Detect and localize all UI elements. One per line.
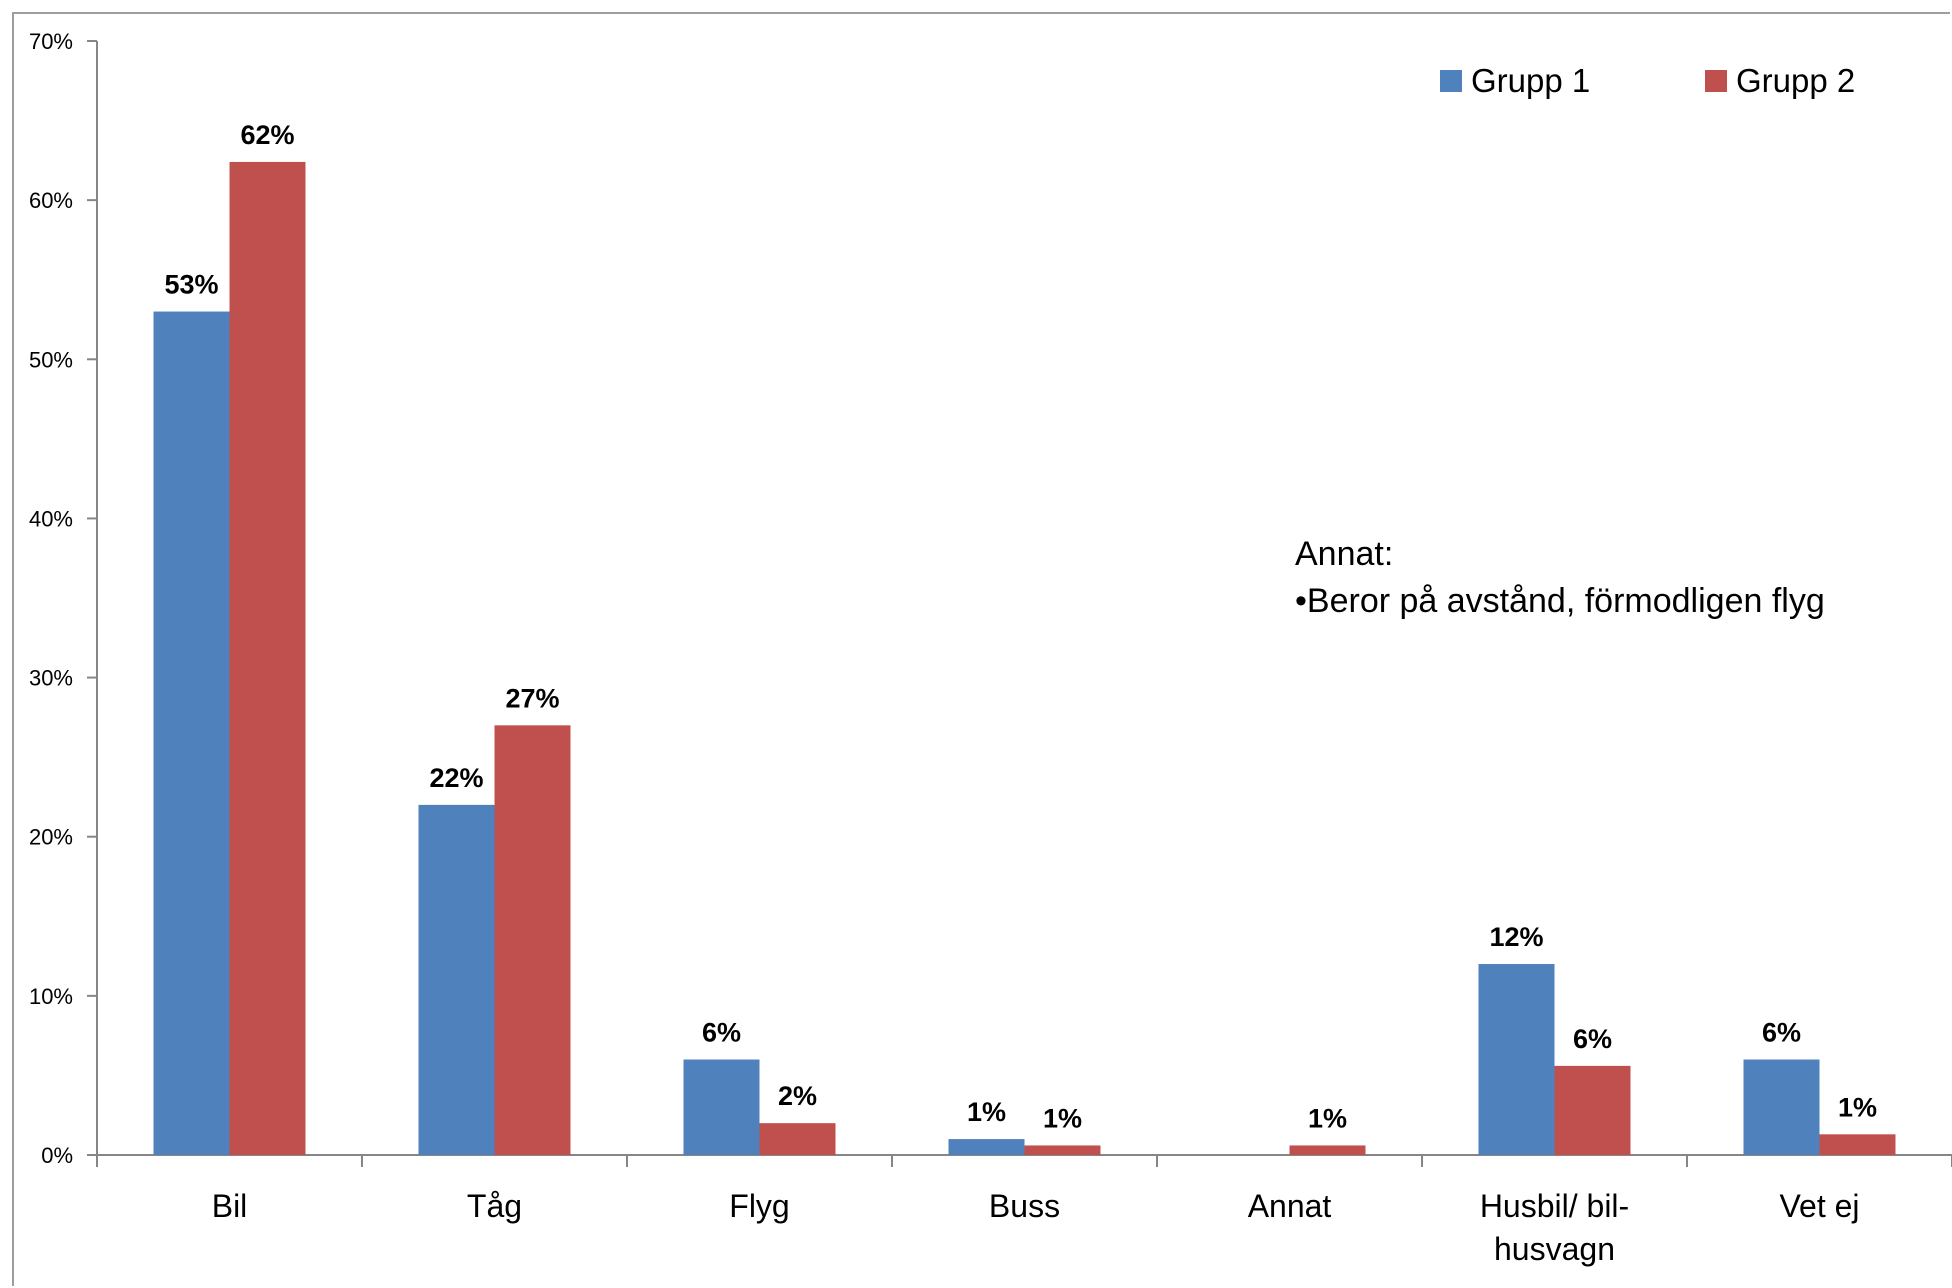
data-label: 12% bbox=[1489, 922, 1543, 952]
x-category-label: Buss bbox=[989, 1188, 1060, 1224]
annotation-title: Annat: bbox=[1295, 535, 1393, 573]
data-label: 22% bbox=[429, 763, 483, 793]
data-label: 62% bbox=[240, 120, 294, 150]
bar bbox=[1289, 1145, 1366, 1155]
bar bbox=[1478, 964, 1555, 1155]
y-tick-label: 30% bbox=[29, 666, 73, 691]
data-label: 6% bbox=[702, 1018, 741, 1048]
data-label: 1% bbox=[1308, 1103, 1347, 1133]
y-tick-label: 0% bbox=[41, 1143, 73, 1168]
data-label: 1% bbox=[1838, 1092, 1877, 1122]
y-tick-label: 70% bbox=[29, 29, 73, 54]
bar bbox=[1743, 1059, 1820, 1155]
bar bbox=[1554, 1065, 1631, 1155]
x-category-label: Vet ej bbox=[1779, 1188, 1859, 1224]
x-category-label: Flyg bbox=[729, 1188, 789, 1224]
bar bbox=[494, 725, 571, 1155]
legend-label: Grupp 1 bbox=[1471, 62, 1590, 99]
bar bbox=[1819, 1134, 1896, 1155]
legend-swatch bbox=[1440, 70, 1462, 92]
data-label: 1% bbox=[967, 1097, 1006, 1127]
data-label: 27% bbox=[505, 683, 559, 713]
x-category-label: Tåg bbox=[467, 1188, 522, 1224]
chart-frame bbox=[12, 12, 1950, 1286]
bar bbox=[418, 804, 495, 1155]
x-category-label: Annat bbox=[1248, 1188, 1332, 1224]
bar bbox=[153, 311, 230, 1155]
bar bbox=[759, 1123, 836, 1155]
legend: Grupp 1 Grupp 2 bbox=[1440, 62, 1855, 99]
data-label: 6% bbox=[1762, 1018, 1801, 1048]
annotation-note: •Beror på avstånd, förmodligen flyg bbox=[1295, 582, 1825, 620]
legend-label: Grupp 2 bbox=[1736, 62, 1855, 99]
x-category-label: Husbil/ bil- bbox=[1480, 1188, 1629, 1224]
legend-swatch bbox=[1705, 70, 1727, 92]
x-category-label: husvagn bbox=[1494, 1231, 1615, 1267]
axes: 0% 10% 20% 30% 40% 50% 60% 70% Bil Tåg Flyg Buss Ann… bbox=[29, 29, 1952, 1267]
bar bbox=[229, 161, 306, 1155]
y-tick-label: 50% bbox=[29, 347, 73, 372]
bars: 53% 22% 6% 1% 12% 6% 62% 27% 2% 1% 1% 6% 1% bbox=[153, 120, 1896, 1155]
data-label: 2% bbox=[778, 1081, 817, 1111]
x-category-label: Bil bbox=[212, 1188, 248, 1224]
y-tick-label: 60% bbox=[29, 188, 73, 213]
data-label: 1% bbox=[1043, 1103, 1082, 1133]
annotation: Annat: •Beror på avstånd, förmodligen fl… bbox=[1295, 535, 1825, 620]
y-tick-label: 10% bbox=[29, 984, 73, 1009]
bar bbox=[1024, 1145, 1101, 1155]
bar bbox=[683, 1059, 760, 1155]
data-label: 53% bbox=[164, 270, 218, 300]
data-label: 6% bbox=[1573, 1024, 1612, 1054]
y-tick-label: 40% bbox=[29, 506, 73, 531]
y-tick-label: 20% bbox=[29, 825, 73, 850]
bar bbox=[948, 1139, 1025, 1155]
